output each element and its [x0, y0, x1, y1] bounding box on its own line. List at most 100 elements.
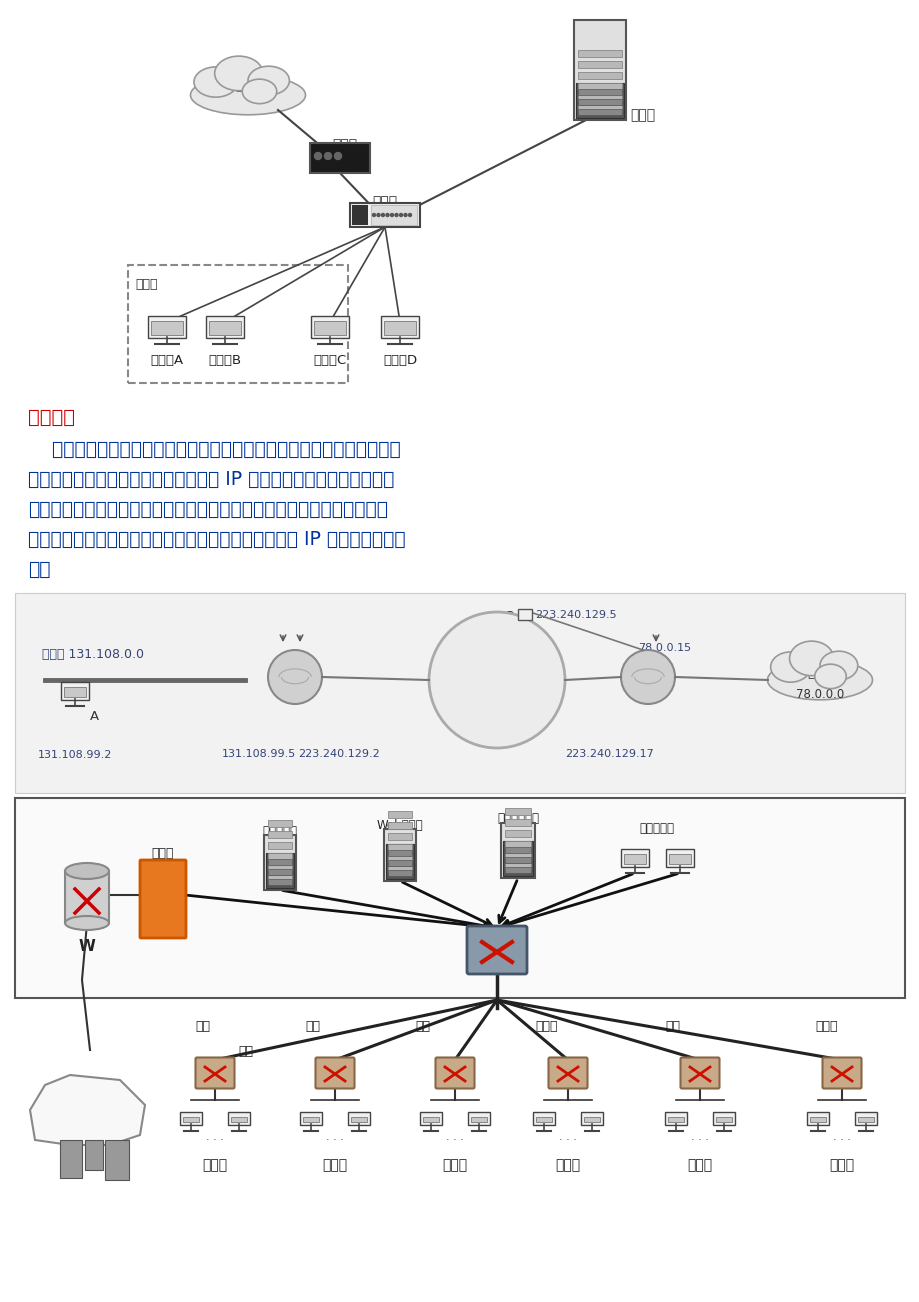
Text: · · ·: · · ·: [559, 1135, 576, 1144]
FancyBboxPatch shape: [471, 1117, 486, 1122]
Circle shape: [372, 214, 375, 216]
FancyBboxPatch shape: [15, 798, 904, 999]
Text: 光纤: 光纤: [414, 1019, 429, 1032]
FancyBboxPatch shape: [231, 1117, 246, 1122]
Ellipse shape: [770, 652, 810, 682]
Text: 防火强: 防火强: [152, 848, 174, 861]
FancyBboxPatch shape: [577, 61, 621, 68]
FancyBboxPatch shape: [577, 72, 621, 79]
FancyBboxPatch shape: [468, 1112, 489, 1125]
Text: 工作站C: 工作站C: [313, 354, 346, 367]
Text: 出端口，其功能主要是选择路由和转发 IP 数据包，并进行协议转换。一: 出端口，其功能主要是选择路由和转发 IP 数据包，并进行协议转换。一: [28, 470, 394, 490]
Text: 该网络的ＩＰ地址，所以同一路由器会拥有多个不同的 IP 地址。注意理解: 该网络的ＩＰ地址，所以同一路由器会拥有多个不同的 IP 地址。注意理解: [28, 530, 405, 549]
Text: 223.240.129.5: 223.240.129.5: [535, 611, 616, 620]
FancyBboxPatch shape: [152, 320, 182, 335]
FancyBboxPatch shape: [548, 1057, 587, 1088]
FancyBboxPatch shape: [712, 1112, 734, 1125]
Text: 实验室: 实验室: [829, 1157, 854, 1172]
FancyBboxPatch shape: [206, 315, 244, 339]
FancyBboxPatch shape: [505, 846, 530, 853]
Text: 下图: 下图: [28, 560, 51, 579]
Text: 78.0.0.0: 78.0.0.0: [795, 687, 844, 700]
FancyBboxPatch shape: [61, 681, 89, 699]
FancyBboxPatch shape: [810, 1117, 824, 1122]
Text: 131.108.99.2: 131.108.99.2: [38, 750, 112, 760]
FancyBboxPatch shape: [264, 835, 296, 889]
Circle shape: [267, 650, 322, 704]
Text: Internet: Internet: [54, 1112, 115, 1128]
FancyBboxPatch shape: [266, 853, 294, 888]
FancyBboxPatch shape: [388, 870, 412, 876]
Ellipse shape: [65, 917, 108, 930]
Text: · · ·: · · ·: [446, 1135, 463, 1144]
Text: · · ·: · · ·: [833, 1135, 850, 1144]
FancyBboxPatch shape: [388, 866, 412, 874]
FancyBboxPatch shape: [623, 854, 645, 863]
Ellipse shape: [190, 76, 305, 115]
FancyBboxPatch shape: [386, 844, 414, 879]
Text: 光纤: 光纤: [305, 1019, 320, 1032]
FancyBboxPatch shape: [577, 89, 621, 95]
FancyBboxPatch shape: [348, 1112, 369, 1125]
FancyBboxPatch shape: [310, 143, 369, 173]
FancyBboxPatch shape: [15, 592, 904, 793]
Circle shape: [335, 152, 341, 160]
FancyBboxPatch shape: [384, 320, 415, 335]
Text: 物理楼: 物理楼: [555, 1157, 580, 1172]
FancyBboxPatch shape: [857, 1117, 873, 1122]
Text: 数据库服务器: 数据库服务器: [496, 812, 539, 825]
Text: B: B: [505, 611, 514, 622]
Text: 邮件服务器: 邮件服务器: [262, 825, 297, 838]
Circle shape: [324, 152, 331, 160]
Text: A: A: [90, 710, 99, 723]
Text: 131.108.99.5: 131.108.99.5: [221, 749, 296, 759]
Text: 教学楼: 教学楼: [202, 1157, 227, 1172]
Text: 光纤: 光纤: [664, 1019, 679, 1032]
FancyBboxPatch shape: [388, 833, 412, 840]
FancyBboxPatch shape: [501, 823, 535, 878]
FancyBboxPatch shape: [314, 320, 346, 335]
FancyBboxPatch shape: [196, 1057, 234, 1088]
FancyBboxPatch shape: [716, 1117, 731, 1122]
FancyBboxPatch shape: [183, 1117, 199, 1122]
FancyBboxPatch shape: [85, 1141, 103, 1170]
Ellipse shape: [766, 660, 871, 699]
FancyBboxPatch shape: [505, 862, 530, 870]
FancyBboxPatch shape: [664, 1112, 686, 1125]
Text: 网管工作站: 网管工作站: [639, 822, 674, 835]
Text: 78.0.0.15: 78.0.0.15: [637, 643, 690, 654]
FancyBboxPatch shape: [505, 857, 530, 862]
FancyBboxPatch shape: [505, 829, 530, 836]
Text: 个路由器通常连接多个网络。连接在哪个网络的端口，就被分配一个属于: 个路由器通常连接多个网络。连接在哪个网络的端口，就被分配一个属于: [28, 500, 388, 519]
Circle shape: [381, 214, 384, 216]
Text: R1: R1: [286, 667, 304, 681]
Ellipse shape: [789, 641, 833, 676]
FancyBboxPatch shape: [573, 20, 625, 120]
FancyBboxPatch shape: [352, 204, 368, 225]
Text: 工作站D: 工作站D: [382, 354, 416, 367]
FancyBboxPatch shape: [388, 861, 412, 866]
FancyBboxPatch shape: [577, 49, 621, 57]
FancyBboxPatch shape: [505, 819, 530, 825]
Circle shape: [399, 214, 403, 216]
Ellipse shape: [214, 56, 263, 91]
FancyBboxPatch shape: [267, 819, 291, 827]
FancyBboxPatch shape: [267, 831, 291, 837]
FancyBboxPatch shape: [435, 1057, 474, 1088]
FancyBboxPatch shape: [505, 841, 530, 848]
Circle shape: [408, 214, 411, 216]
FancyBboxPatch shape: [388, 811, 412, 818]
FancyBboxPatch shape: [210, 320, 241, 335]
FancyBboxPatch shape: [180, 1112, 201, 1125]
FancyBboxPatch shape: [575, 83, 623, 118]
Ellipse shape: [194, 66, 237, 98]
FancyBboxPatch shape: [855, 1112, 876, 1125]
Text: 双绞线: 双绞线: [814, 1019, 836, 1032]
Text: R2: R2: [638, 667, 656, 681]
Text: 工作站B: 工作站B: [209, 354, 242, 367]
FancyBboxPatch shape: [533, 1112, 554, 1125]
Text: 路由器：: 路由器：: [28, 408, 75, 427]
FancyBboxPatch shape: [267, 858, 291, 865]
FancyBboxPatch shape: [807, 1112, 828, 1125]
FancyBboxPatch shape: [505, 807, 530, 815]
